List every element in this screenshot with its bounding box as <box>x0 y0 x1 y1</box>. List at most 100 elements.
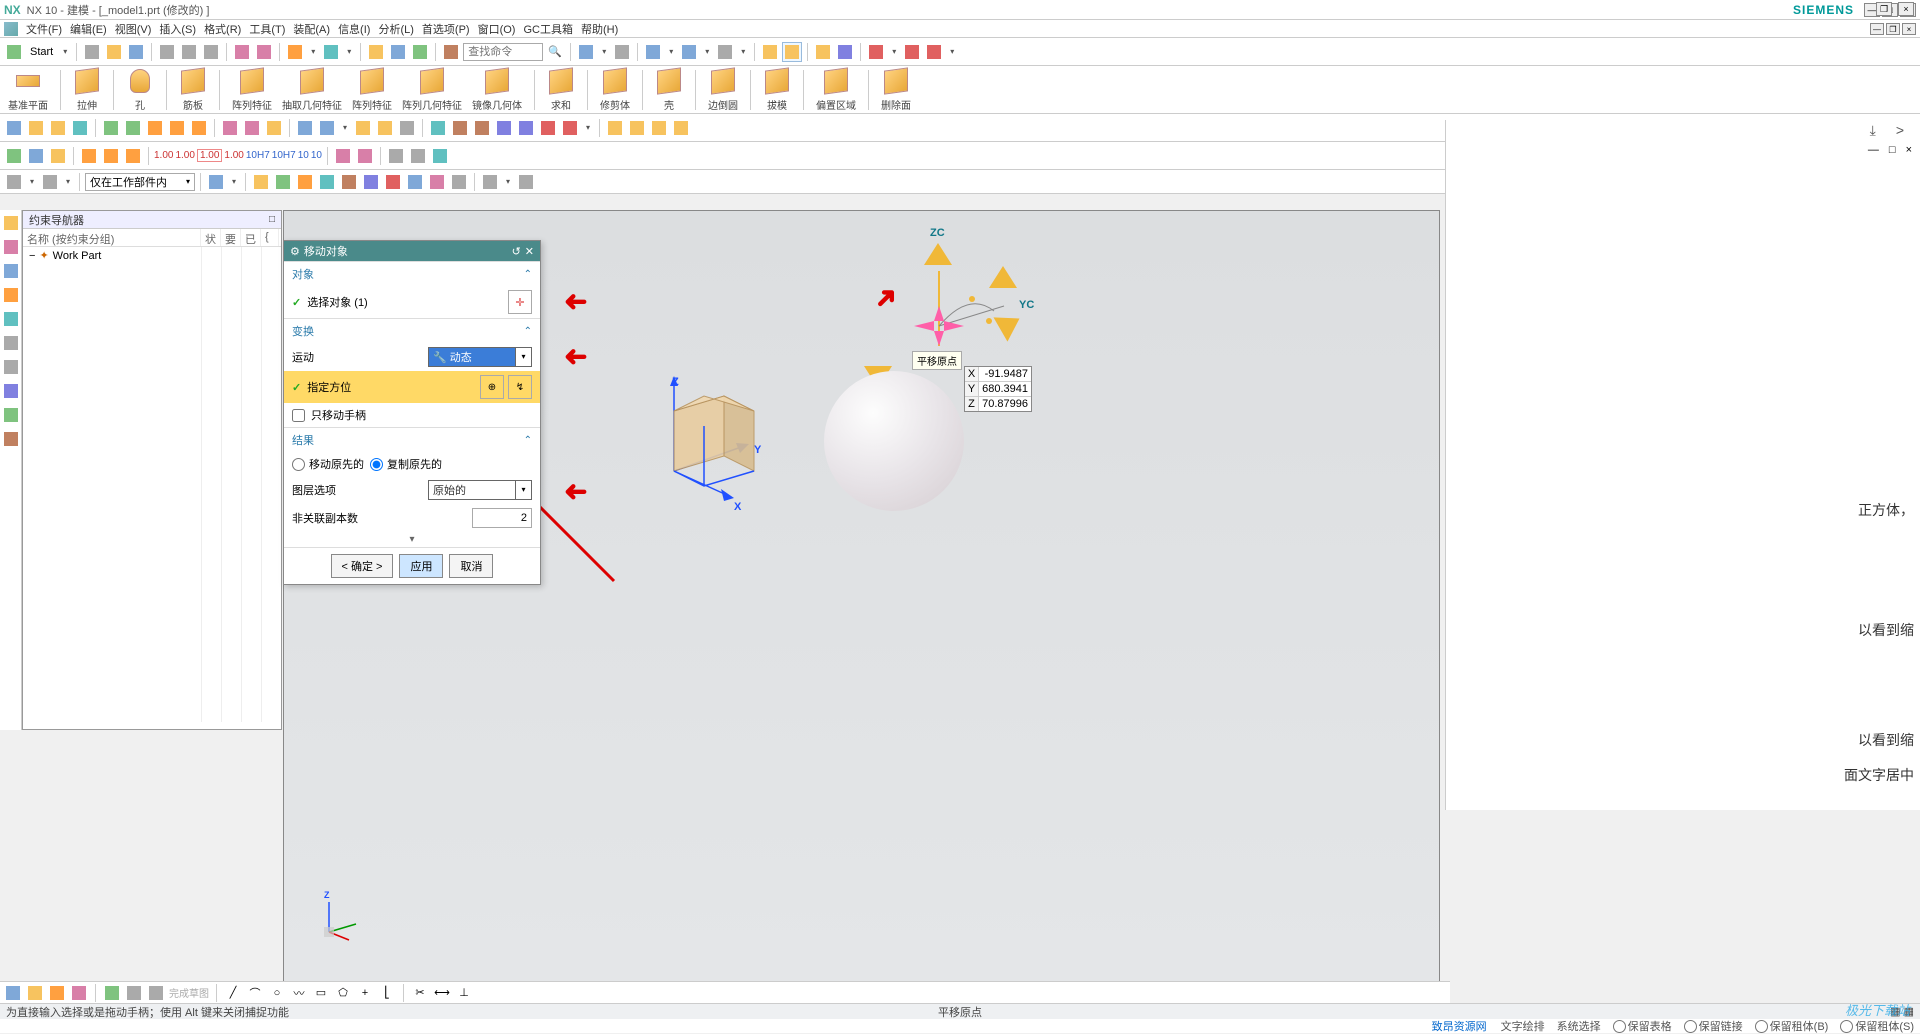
tb-btn-c[interactable] <box>366 42 386 62</box>
side-nav-6[interactable] <box>2 334 20 352</box>
filter-scope-dropdown[interactable]: 仅在工作部件内▾ <box>85 173 195 191</box>
tb-btn-n[interactable] <box>813 42 833 62</box>
menu-format[interactable]: 格式(R) <box>200 21 245 37</box>
ok-button[interactable]: < 确定 > <box>331 554 394 578</box>
orient-btn-1[interactable]: ⊕ <box>480 375 504 399</box>
right-more-icon[interactable]: > <box>1890 120 1910 141</box>
dialog-close-icon[interactable]: ✕ <box>525 245 534 258</box>
bt-arc[interactable]: ⌒ <box>246 984 264 1002</box>
tb3-16[interactable] <box>375 118 395 138</box>
tb3-18[interactable] <box>428 118 448 138</box>
menu-window[interactable]: 窗口(O) <box>474 21 520 37</box>
tb3-7[interactable] <box>145 118 165 138</box>
side-nav-1[interactable] <box>2 214 20 232</box>
tb-btn-k[interactable] <box>715 42 735 62</box>
tb3-1[interactable] <box>4 118 24 138</box>
tb3-17[interactable] <box>397 118 417 138</box>
tb4-lbl-3[interactable]: 1.00 <box>197 149 222 162</box>
app-menu-icon[interactable] <box>4 22 18 36</box>
side-nav-9[interactable] <box>2 406 20 424</box>
tb3-8[interactable] <box>167 118 187 138</box>
side-nav-2[interactable] <box>2 238 20 256</box>
dialog-reset-icon[interactable]: ↺ <box>512 245 521 258</box>
ribbon-extract-geom[interactable]: 抽取几何特征 <box>278 67 346 112</box>
tb-btn-p[interactable] <box>866 42 886 62</box>
tb-btn-j[interactable] <box>679 42 699 62</box>
tb4-7[interactable] <box>333 146 353 166</box>
tb-btn-q[interactable] <box>902 42 922 62</box>
nav-col-3[interactable]: 已 <box>241 229 261 246</box>
model-cube[interactable] <box>664 391 744 471</box>
ribbon-delete-face[interactable]: 删除面 <box>877 67 915 112</box>
undo-button[interactable] <box>232 42 252 62</box>
tb-btn-b[interactable] <box>321 42 341 62</box>
layer-dropdown-arrow[interactable]: ▾ <box>516 480 532 500</box>
bt-poly[interactable]: ⬠ <box>334 984 352 1002</box>
filter-btn-14[interactable] <box>480 172 500 192</box>
ribbon-unite[interactable]: 求和 <box>543 67 579 112</box>
coord-y-value[interactable]: 680.3941 <box>979 382 1031 396</box>
paste-button[interactable] <box>201 42 221 62</box>
filter-btn-12[interactable] <box>427 172 447 192</box>
outer-close-button[interactable]: × <box>1898 2 1914 16</box>
tb3-24[interactable] <box>560 118 580 138</box>
filter-btn-4[interactable] <box>251 172 271 192</box>
tb-btn-o[interactable] <box>835 42 855 62</box>
tb4-8[interactable] <box>355 146 375 166</box>
right-download-icon[interactable]: ⤓ <box>1864 120 1882 141</box>
right-close-icon[interactable]: × <box>1906 144 1912 156</box>
ribbon-pattern-feature-2[interactable]: 阵列特征 <box>348 67 396 112</box>
ribbon-pattern-geom[interactable]: 阵列几何特征 <box>398 67 466 112</box>
tb3-19[interactable] <box>450 118 470 138</box>
ribbon-edge-blend[interactable]: 边倒圆 <box>704 67 742 112</box>
bt-2[interactable] <box>26 984 44 1002</box>
menu-view[interactable]: 视图(V) <box>111 21 156 37</box>
outer-restore-button[interactable]: ❐ <box>1876 2 1892 16</box>
menu-insert[interactable]: 插入(S) <box>155 21 200 37</box>
row-specify-orient[interactable]: ✓ 指定方位 ⊕ ↯ <box>284 371 540 403</box>
dialog-expand-toggle[interactable]: ▾ <box>284 532 540 547</box>
bt-fillet[interactable]: ⎣ <box>378 984 396 1002</box>
side-nav-7[interactable] <box>2 358 20 376</box>
filter-btn-6[interactable] <box>295 172 315 192</box>
redo-button[interactable] <box>254 42 274 62</box>
bottom-opt-a[interactable]: 文字绘排 <box>1501 1018 1545 1034</box>
cut-button[interactable] <box>157 42 177 62</box>
manipulator-gizmo[interactable] <box>894 251 1024 361</box>
tb4-10[interactable] <box>408 146 428 166</box>
coord-z-value[interactable]: 70.87996 <box>979 397 1031 411</box>
start-button[interactable] <box>4 42 24 62</box>
tb-btn-m[interactable] <box>782 42 802 62</box>
section-object[interactable]: 对象⌃ <box>284 261 540 286</box>
tb3-6[interactable] <box>123 118 143 138</box>
filter-btn-1[interactable] <box>4 172 24 192</box>
ribbon-draft[interactable]: 拔模 <box>759 67 795 112</box>
bottom-opt-3[interactable]: 保留租体(B) <box>1755 1018 1829 1034</box>
tb3-21[interactable] <box>494 118 514 138</box>
search-icon[interactable]: 🔍 <box>545 42 565 62</box>
copy-button[interactable] <box>179 42 199 62</box>
layer-dropdown[interactable]: 原始的 <box>428 480 516 500</box>
ribbon-shell[interactable]: 壳 <box>651 67 687 112</box>
filter-btn-13[interactable] <box>449 172 469 192</box>
bt-rect[interactable]: ▭ <box>312 984 330 1002</box>
side-nav-10[interactable] <box>2 430 20 448</box>
start-label[interactable]: Start <box>30 46 53 58</box>
side-nav-4[interactable] <box>2 286 20 304</box>
tb4-11[interactable] <box>430 146 450 166</box>
radio-copy-original[interactable]: 复制原先的 <box>370 456 442 472</box>
bottom-opt-b[interactable]: 系统选择 <box>1557 1018 1601 1034</box>
motion-dropdown-arrow[interactable]: ▾ <box>516 347 532 367</box>
coord-x-value[interactable]: -91.9487 <box>979 367 1031 381</box>
tb3-14[interactable] <box>317 118 337 138</box>
command-search-input[interactable] <box>463 43 543 61</box>
tb3-4[interactable] <box>70 118 90 138</box>
tb3-20[interactable] <box>472 118 492 138</box>
tb4-3[interactable] <box>48 146 68 166</box>
tb-btn-d[interactable] <box>388 42 408 62</box>
tb-btn-e[interactable] <box>410 42 430 62</box>
ribbon-rib[interactable]: 筋板 <box>175 67 211 112</box>
object-picker-button[interactable]: ✛ <box>508 290 532 314</box>
bt-constraint[interactable]: ⊥ <box>455 984 473 1002</box>
tb-btn-i[interactable] <box>643 42 663 62</box>
